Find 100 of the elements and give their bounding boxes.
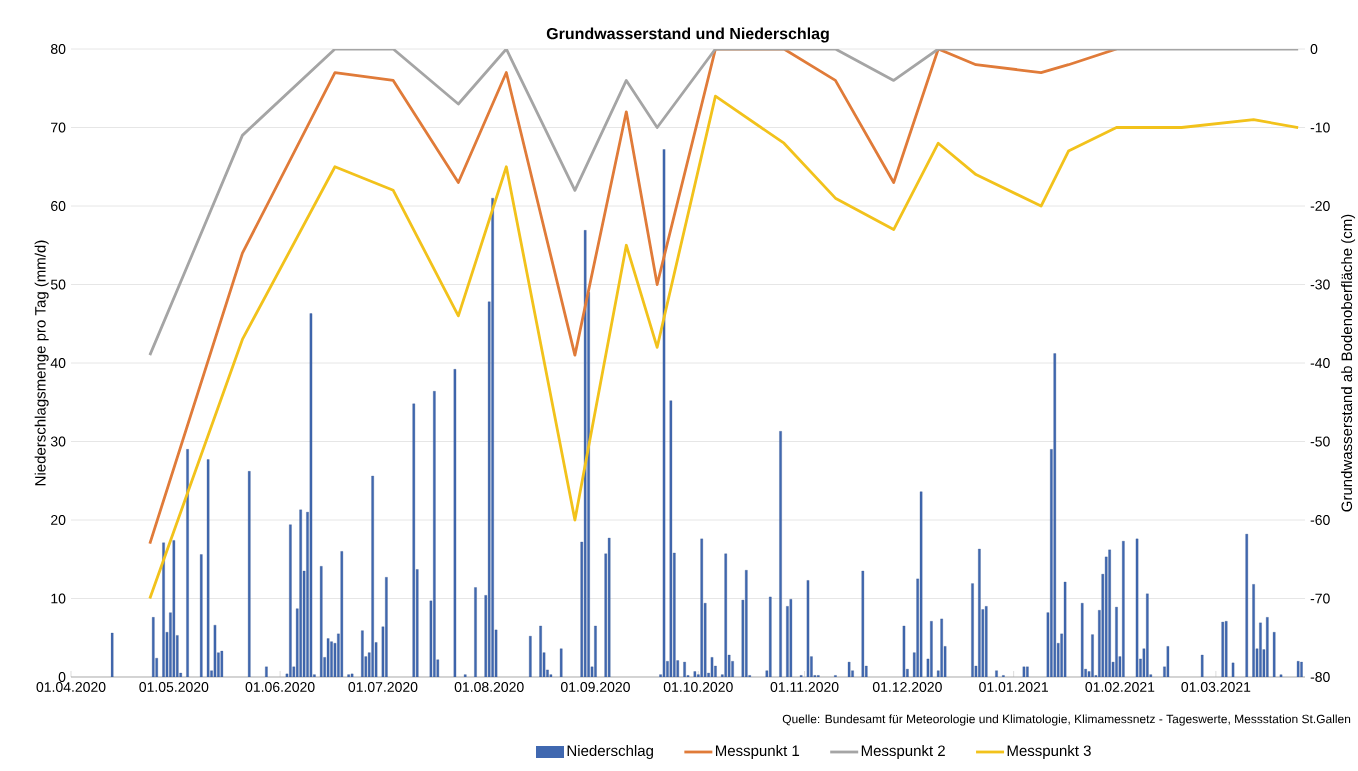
legend-label: Niederschlag [567, 745, 653, 759]
y-tick-label: 50 [50, 279, 66, 290]
bar [340, 551, 344, 677]
y-tick-label: 20 [51, 515, 66, 525]
bar [1166, 646, 1170, 677]
bar [683, 661, 686, 677]
legend-label: Messpunkt 2 [861, 745, 945, 759]
bar [1053, 353, 1057, 677]
x-tick-label: 01.08.2020 [454, 682, 524, 692]
bar [1022, 666, 1026, 677]
bar [607, 537, 611, 677]
bar [350, 673, 354, 677]
x-tick-label: 01.07.2020 [348, 682, 418, 692]
line-series [148, 94, 1300, 600]
bar [1080, 603, 1084, 677]
y2-tick-label: -80 [1310, 672, 1330, 682]
bar [984, 606, 988, 677]
bar [319, 566, 323, 677]
x-tick-label: 01.04.2020 [36, 682, 106, 692]
bar [1091, 634, 1094, 677]
bar [940, 618, 943, 677]
x-tick-label: 01.09.2020 [560, 682, 630, 692]
x-tick-label: 01.02.2021 [1085, 682, 1155, 692]
y2-tick-label: -50 [1310, 436, 1330, 447]
bar [662, 149, 666, 677]
bar [693, 671, 697, 677]
bar [385, 577, 388, 677]
bar [919, 491, 923, 677]
bar [769, 596, 772, 677]
bar [700, 538, 703, 677]
bar [371, 475, 374, 677]
bar [1115, 606, 1118, 677]
bar [789, 599, 793, 677]
bar [453, 369, 457, 677]
bar [463, 674, 467, 677]
y-axis-title: Niederschlagsmenge pro Tag (mm/d) [34, 240, 49, 486]
y2-axis-title: Grundwasserstand ab Bodenoberfläche (cm) [1341, 214, 1356, 512]
bar [710, 657, 714, 677]
bar [220, 650, 224, 677]
bar [1231, 662, 1235, 677]
y-tick-label: 10 [51, 593, 66, 604]
bar [1200, 654, 1204, 677]
bar [779, 431, 782, 677]
y-tick-label: 30 [50, 436, 66, 447]
bar [248, 471, 251, 677]
x-tick-label: 01.10.2020 [663, 682, 733, 692]
bar [1279, 674, 1283, 677]
y-tick-label: 80 [50, 44, 66, 54]
bar [529, 636, 532, 677]
bar [1245, 533, 1248, 677]
bar [1135, 538, 1139, 677]
x-tick-label: 01.01.2021 [979, 682, 1048, 692]
bar [1221, 621, 1224, 677]
bar [1252, 584, 1255, 677]
bar [162, 542, 165, 677]
bar [1063, 581, 1067, 677]
bar [289, 524, 292, 677]
x-tick-label: 01.12.2020 [872, 682, 942, 692]
chart-title: Grundwasserstand und Niederschlag [546, 27, 829, 43]
y-tick-label: 0 [58, 672, 66, 682]
y-tick-label: 70 [51, 122, 66, 133]
bar [995, 670, 998, 677]
x-tick-label: 01.06.2020 [245, 682, 315, 692]
bar [172, 540, 176, 677]
bar [539, 625, 542, 677]
bar [669, 400, 673, 677]
x-tick-label: 01.05.2020 [139, 682, 209, 692]
bar [474, 587, 477, 677]
bar [1266, 617, 1269, 677]
bar [1296, 661, 1300, 677]
bar [326, 638, 330, 677]
bar [265, 666, 268, 677]
bar [200, 554, 203, 677]
legend-label: Messpunkt 3 [1007, 745, 1091, 759]
bar [213, 625, 217, 677]
bar [206, 459, 210, 677]
bar [412, 403, 416, 677]
bar [724, 553, 727, 677]
y-tick-label: 60 [51, 201, 66, 211]
bar [583, 230, 587, 677]
bar [1108, 549, 1111, 677]
bar [1272, 632, 1276, 677]
bar [110, 632, 114, 677]
bar [559, 648, 563, 677]
y2-tick-label: -60 [1310, 515, 1330, 525]
y-tick-label: 40 [50, 358, 66, 368]
bar [299, 509, 302, 677]
bar [1146, 593, 1149, 677]
y2-tick-label: -20 [1310, 201, 1330, 211]
bar [1224, 621, 1228, 677]
x-tick-label: 01.11.2020 [770, 682, 839, 692]
x-tick-label: 01.03.2021 [1181, 682, 1251, 692]
bar [152, 617, 155, 677]
bar [930, 621, 933, 677]
bar [806, 580, 810, 677]
bar [1122, 541, 1125, 677]
bar [1259, 622, 1262, 677]
bar [847, 661, 851, 677]
bar [978, 548, 981, 677]
y2-tick-label: -10 [1310, 122, 1330, 133]
